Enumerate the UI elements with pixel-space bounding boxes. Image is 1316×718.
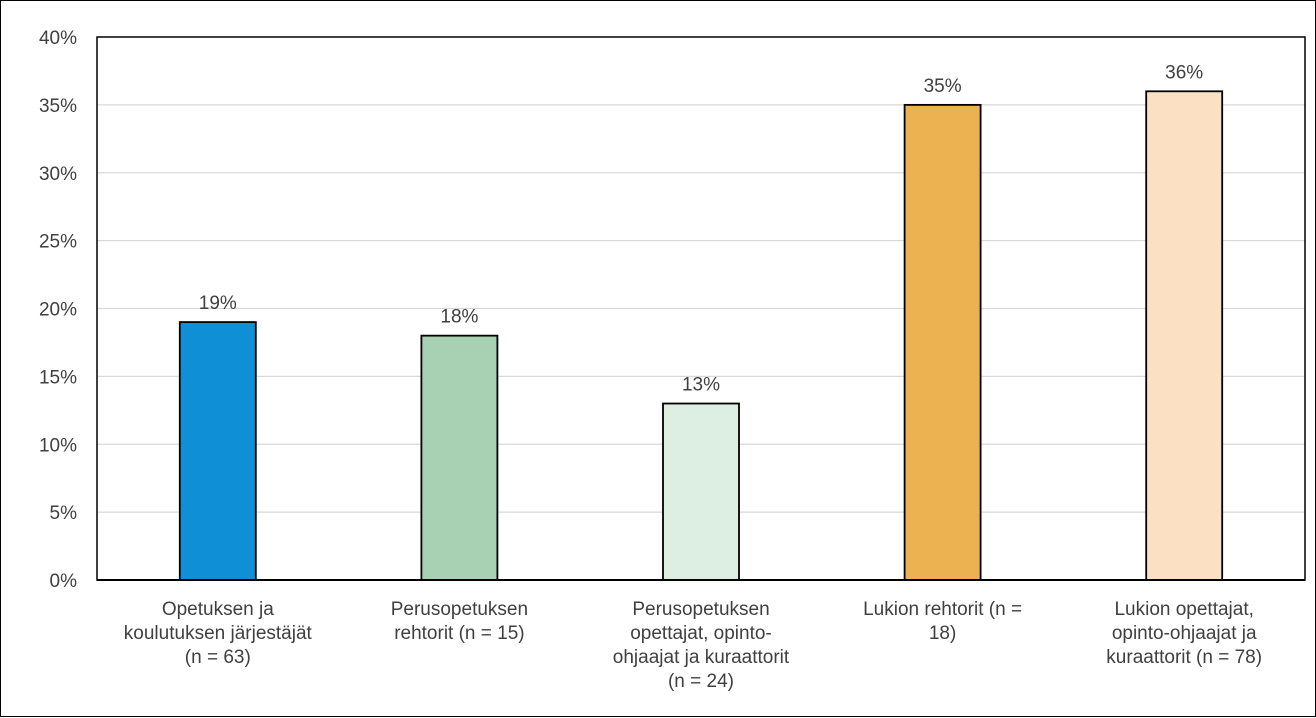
x-category-label-line: rehtorit (n = 15) bbox=[394, 623, 524, 644]
bar bbox=[903, 103, 982, 581]
x-category-label-line: Perusopetuksen bbox=[391, 599, 528, 620]
axes bbox=[96, 36, 1306, 581]
x-category-label-line: Lukion rehtorit (n = bbox=[863, 599, 1022, 620]
bar bbox=[662, 402, 740, 581]
x-category-label-line: Perusopetuksen bbox=[632, 599, 769, 620]
gridlines bbox=[97, 104, 1305, 513]
data-label: 35% bbox=[924, 76, 962, 97]
y-tick-label: 0% bbox=[50, 571, 78, 592]
x-category-label: Lukion opettajat, opinto-ohjaajat ja kuraa… bbox=[1106, 599, 1262, 668]
x-category-label-line: opinto-ohjaajat ja bbox=[1112, 623, 1257, 644]
y-tick-label: 20% bbox=[39, 300, 77, 321]
y-tick-label: 40% bbox=[39, 28, 77, 49]
bars bbox=[178, 90, 1224, 581]
x-category-label: Opetuksen ja koulutuksen järjestäjät (n = … bbox=[124, 599, 313, 668]
data-label: 36% bbox=[1165, 62, 1203, 83]
data-label: 19% bbox=[199, 293, 237, 314]
x-category-label-line: opettajat, opinto- bbox=[630, 623, 772, 644]
x-category-label-line: kuraattorit (n = 78) bbox=[1106, 647, 1262, 668]
bar bbox=[178, 321, 257, 581]
y-tick-label: 35% bbox=[39, 96, 77, 117]
x-category-label: Lukion rehtorit (n = 18) bbox=[863, 599, 1022, 644]
bar bbox=[1145, 90, 1224, 581]
data-label: 13% bbox=[682, 375, 720, 396]
y-tick-label: 25% bbox=[39, 232, 77, 253]
x-category-label-line: 18) bbox=[929, 623, 956, 644]
y-tick-label: 30% bbox=[39, 164, 77, 185]
x-category-label-line: (n = 24) bbox=[668, 671, 734, 692]
y-tick-label: 5% bbox=[50, 503, 78, 524]
x-category-label: Perusopetuksen rehtorit (n = 15) bbox=[391, 599, 528, 644]
x-category-label-line: Lukion opettajat, bbox=[1114, 599, 1253, 620]
labels: 0% 5% 10% 15% 20% 25% 30% 35% 40% 19% Opetuksen ja… bbox=[39, 28, 1262, 692]
x-category-label-line: Opetuksen ja bbox=[162, 599, 274, 620]
y-tick-label: 10% bbox=[39, 435, 77, 456]
x-category-label: Perusopetuksen opettajat, opinto-ohjaajat… bbox=[613, 599, 790, 692]
x-category-label-line: (n = 63) bbox=[185, 647, 251, 668]
x-category-label-line: ohjaajat ja kuraattorit bbox=[613, 647, 790, 668]
data-label: 18% bbox=[440, 307, 478, 328]
bar bbox=[420, 334, 499, 581]
x-category-label-line: koulutuksen järjestäjät bbox=[124, 623, 313, 644]
y-tick-label: 15% bbox=[39, 367, 77, 388]
